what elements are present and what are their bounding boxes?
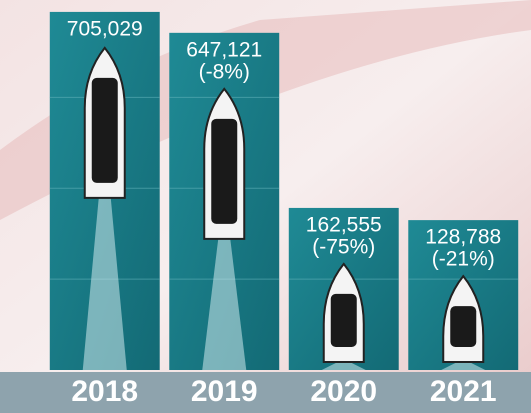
x-tick-label: 2019 [191,375,258,408]
deck [91,77,118,183]
deck [211,118,238,224]
boat [82,46,127,370]
deck [330,293,357,347]
wake [441,362,486,370]
value-label: 162,555 [306,213,382,236]
wake [321,362,366,370]
value-label: 647,121 [186,38,262,61]
value-label: 128,788 [425,226,501,249]
wake [82,197,127,370]
swoosh [0,0,531,220]
x-tick-label: 2018 [71,375,138,408]
change-label: (-75%) [312,235,375,258]
deck [450,306,477,347]
change-label: (-21%) [432,248,495,271]
boat [441,274,486,370]
boat [321,262,366,370]
x-tick-label: 2020 [310,375,377,408]
year-strip [0,372,531,413]
wake [202,238,247,370]
x-tick-label: 2021 [430,375,497,408]
value-label: 705,029 [67,17,143,40]
boat [202,87,247,370]
change-label: (-8%) [199,60,250,83]
